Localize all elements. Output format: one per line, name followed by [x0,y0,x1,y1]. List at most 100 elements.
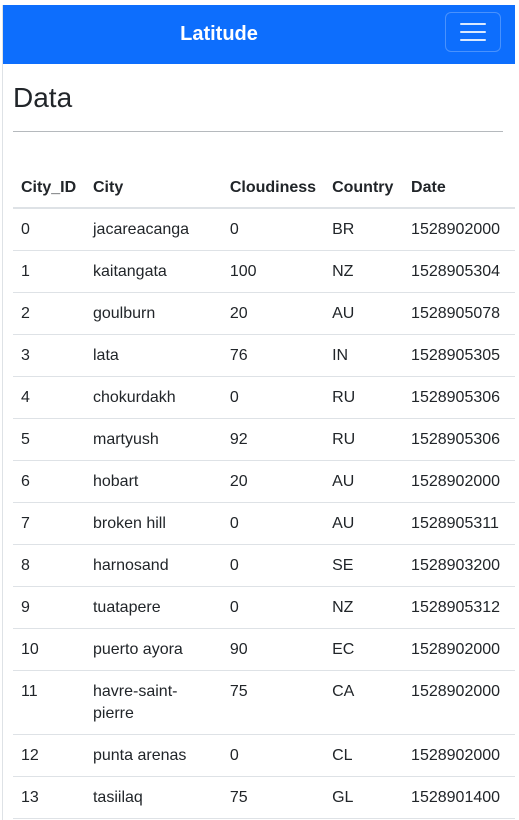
table-row: 11 havre-saint-pierre 75 CA 1528902000 [13,671,515,735]
hamburger-icon-bar [460,23,486,25]
cell-city-id: 7 [13,503,85,545]
cell-country: AU [324,461,403,503]
cell-country: RU [324,377,403,419]
cell-country: BR [324,208,403,251]
table-row: 10 puerto ayora 90 EC 1528902000 [13,629,515,671]
cell-city: tasiilaq [85,777,222,819]
cell-city: martyush [85,419,222,461]
hamburger-icon-bar [460,31,486,33]
cell-city-id: 2 [13,293,85,335]
cell-city: hobart [85,461,222,503]
cell-date: 1528905078 [403,293,515,335]
cell-cloudiness: 76 [222,335,324,377]
hamburger-icon-bar [460,39,486,41]
cell-date: 1528905306 [403,377,515,419]
cell-cloudiness: 92 [222,419,324,461]
top-navbar: Latitude [3,5,515,64]
cell-city-id: 12 [13,735,85,777]
cell-date: 1528905304 [403,251,515,293]
cell-date: 1528905305 [403,335,515,377]
cell-city-id: 8 [13,545,85,587]
cell-city-id: 0 [13,208,85,251]
cell-city-id: 3 [13,335,85,377]
cell-cloudiness: 0 [222,587,324,629]
title-divider [13,131,503,132]
cell-cloudiness: 100 [222,251,324,293]
cell-date: 1528905306 [403,419,515,461]
column-header-date: Date [403,168,515,208]
cell-cloudiness: 0 [222,735,324,777]
cell-date: 1528903200 [403,545,515,587]
cell-date: 1528902000 [403,629,515,671]
cell-city: tuatapere [85,587,222,629]
cell-country: AU [324,293,403,335]
cell-cloudiness: 0 [222,545,324,587]
table-row: 4 chokurdakh 0 RU 1528905306 [13,377,515,419]
table-row: 12 punta arenas 0 CL 1528902000 [13,735,515,777]
cell-date: 1528902000 [403,208,515,251]
cell-date: 1528902000 [403,461,515,503]
table-row: 9 tuatapere 0 NZ 1528905312 [13,587,515,629]
cell-city: puerto ayora [85,629,222,671]
cell-date: 1528901400 [403,777,515,819]
cell-country: GL [324,777,403,819]
data-table: City_ID City Cloudiness Country Date 0 ja… [13,168,515,819]
cell-cloudiness: 75 [222,671,324,735]
cell-country: SE [324,545,403,587]
cell-city-id: 4 [13,377,85,419]
table-row: 13 tasiilaq 75 GL 1528901400 [13,777,515,819]
cell-cloudiness: 0 [222,208,324,251]
table-row: 5 martyush 92 RU 1528905306 [13,419,515,461]
cell-country: NZ [324,251,403,293]
table-row: 2 goulburn 20 AU 1528905078 [13,293,515,335]
table-row: 7 broken hill 0 AU 1528905311 [13,503,515,545]
cell-city: havre-saint-pierre [85,671,222,735]
cell-city: punta arenas [85,735,222,777]
column-header-cloudiness: Cloudiness [222,168,324,208]
cell-city: broken hill [85,503,222,545]
table-row: 0 jacareacanga 0 BR 1528902000 [13,208,515,251]
navbar-brand[interactable]: Latitude [180,23,258,46]
cell-date: 1528905311 [403,503,515,545]
cell-city: goulburn [85,293,222,335]
table-row: 3 lata 76 IN 1528905305 [13,335,515,377]
cell-city: jacareacanga [85,208,222,251]
cell-cloudiness: 0 [222,503,324,545]
cell-country: CL [324,735,403,777]
table-row: 8 harnosand 0 SE 1528903200 [13,545,515,587]
table-row: 6 hobart 20 AU 1528902000 [13,461,515,503]
column-header-country: Country [324,168,403,208]
main-content: Data City_ID City Cloudiness Country Dat… [3,81,515,819]
cell-city-id: 10 [13,629,85,671]
cell-city-id: 9 [13,587,85,629]
table-body: 0 jacareacanga 0 BR 1528902000 1 kaitangata 100… [13,208,515,819]
cell-city: harnosand [85,545,222,587]
cell-city-id: 11 [13,671,85,735]
cell-date: 1528902000 [403,735,515,777]
cell-country: AU [324,503,403,545]
cell-country: NZ [324,587,403,629]
cell-country: CA [324,671,403,735]
cell-cloudiness: 20 [222,461,324,503]
cell-cloudiness: 75 [222,777,324,819]
cell-country: EC [324,629,403,671]
cell-date: 1528905312 [403,587,515,629]
cell-date: 1528902000 [403,671,515,735]
cell-city: chokurdakh [85,377,222,419]
cell-country: RU [324,419,403,461]
column-header-city: City [85,168,222,208]
cell-cloudiness: 20 [222,293,324,335]
cell-city-id: 1 [13,251,85,293]
cell-cloudiness: 90 [222,629,324,671]
cell-country: IN [324,335,403,377]
table-row: 1 kaitangata 100 NZ 1528905304 [13,251,515,293]
column-header-city-id: City_ID [13,168,85,208]
cell-city: lata [85,335,222,377]
cell-cloudiness: 0 [222,377,324,419]
navbar-toggle-button[interactable] [445,12,501,52]
page-title: Data [13,81,505,115]
cell-city-id: 5 [13,419,85,461]
cell-city-id: 6 [13,461,85,503]
cell-city: kaitangata [85,251,222,293]
page-viewport: Latitude Data City_ID City Cloudiness Co… [2,5,515,820]
